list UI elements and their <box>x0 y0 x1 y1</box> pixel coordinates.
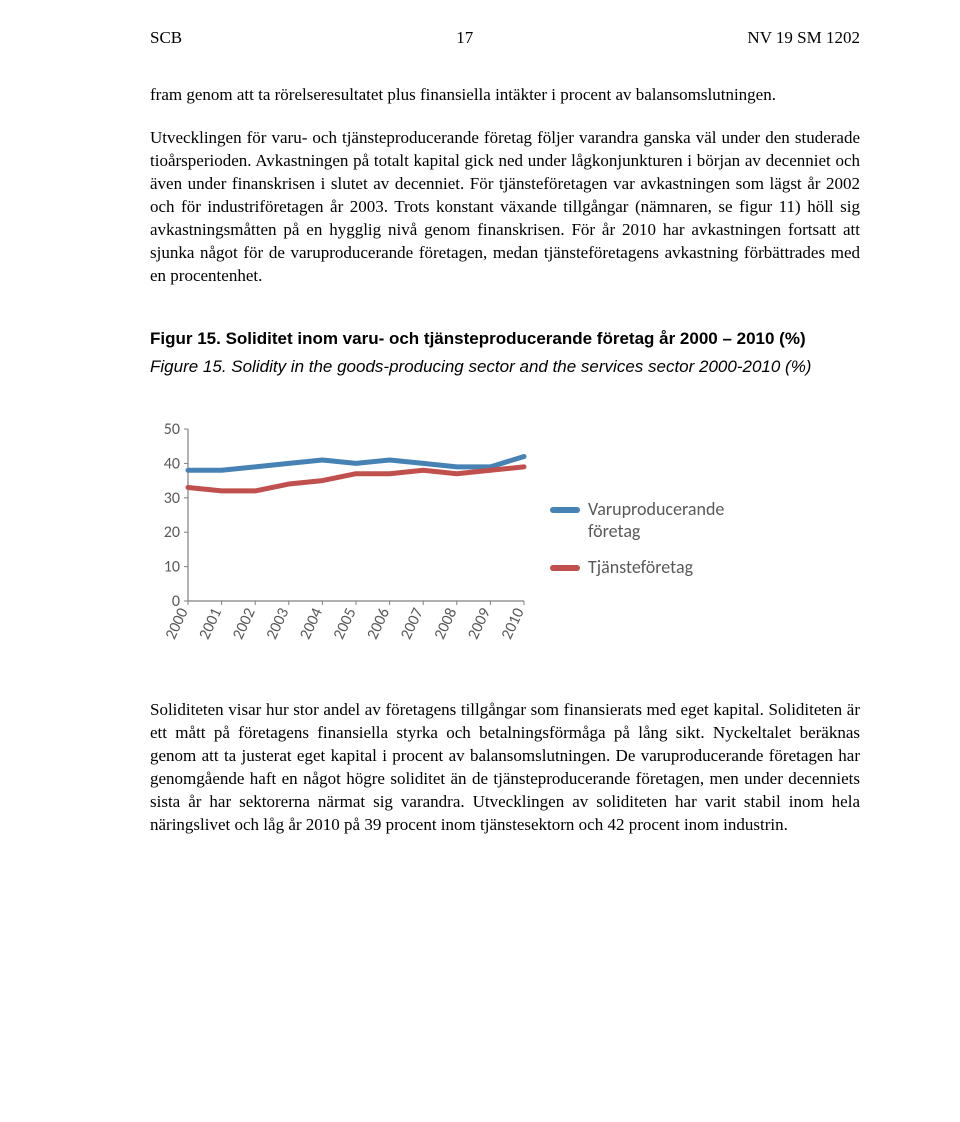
svg-text:2010: 2010 <box>498 605 529 642</box>
header-left: SCB <box>150 28 182 48</box>
legend-swatch <box>550 565 580 571</box>
header-right: NV 19 SM 1202 <box>747 28 860 48</box>
legend-label: Varuproducerande företag <box>588 499 758 542</box>
chart-container: 0102030405020002001200220032004200520062… <box>150 419 860 649</box>
svg-text:10: 10 <box>164 558 180 577</box>
paragraph-2: Utvecklingen för varu- och tjänsteproduc… <box>150 127 860 288</box>
svg-text:30: 30 <box>164 489 180 508</box>
legend-label: Tjänsteföretag <box>588 557 693 579</box>
svg-text:2006: 2006 <box>363 605 394 642</box>
legend-swatch <box>550 507 580 513</box>
paragraph-1: fram genom att ta rörelseresultatet plus… <box>150 84 860 107</box>
page-header: SCB 17 NV 19 SM 1202 <box>150 28 860 48</box>
document-page: SCB 17 NV 19 SM 1202 fram genom att ta r… <box>0 0 960 897</box>
legend-item: Varuproducerande företag <box>550 499 758 542</box>
header-page-number: 17 <box>456 28 473 48</box>
soliditet-line-chart: 0102030405020002001200220032004200520062… <box>150 419 530 649</box>
figure-title: Figur 15. Soliditet inom varu- och tjäns… <box>150 328 860 351</box>
svg-text:2009: 2009 <box>464 605 495 642</box>
legend-item: Tjänsteföretag <box>550 557 758 579</box>
svg-text:2001: 2001 <box>195 605 226 642</box>
svg-text:20: 20 <box>164 524 180 543</box>
svg-text:2004: 2004 <box>296 605 327 642</box>
svg-text:2002: 2002 <box>229 605 260 642</box>
figure-subtitle: Figure 15. Solidity in the goods-produci… <box>150 356 860 379</box>
chart-legend: Varuproducerande företag Tjänsteföretag <box>550 499 758 592</box>
svg-text:2000: 2000 <box>162 605 193 642</box>
svg-text:2008: 2008 <box>430 605 461 642</box>
svg-text:50: 50 <box>164 420 180 439</box>
paragraph-3: Soliditeten visar hur stor andel av före… <box>150 699 860 837</box>
svg-text:2007: 2007 <box>397 605 428 642</box>
svg-text:2005: 2005 <box>330 605 361 642</box>
svg-text:40: 40 <box>164 455 180 474</box>
svg-text:2003: 2003 <box>262 605 293 642</box>
